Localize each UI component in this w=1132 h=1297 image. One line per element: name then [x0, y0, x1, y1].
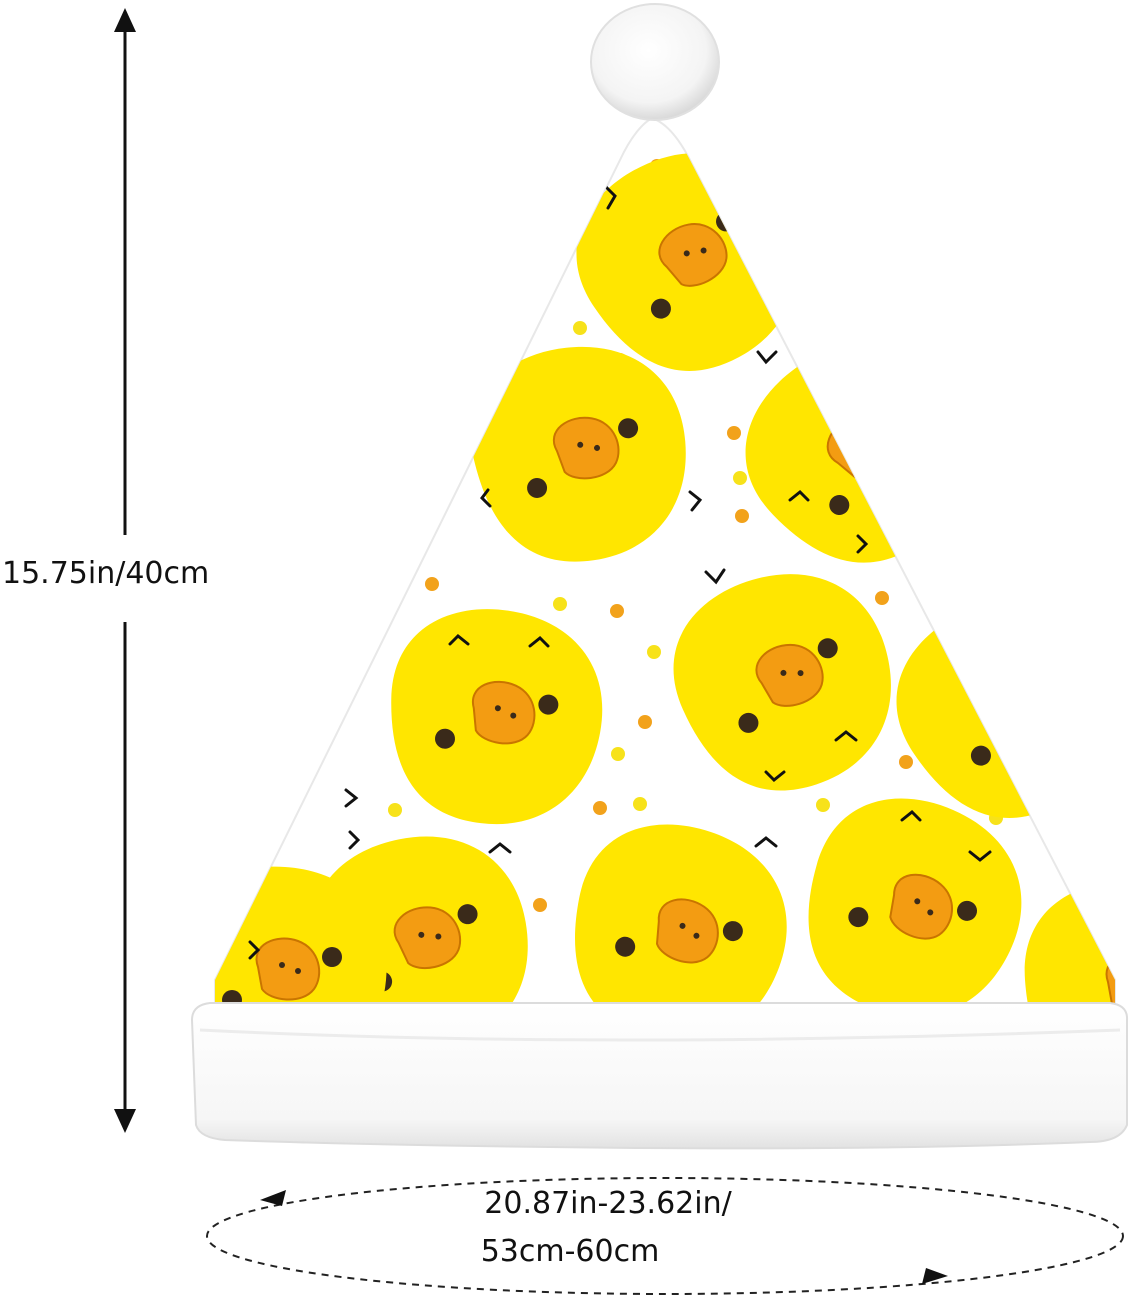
- chick-feet: [248, 184, 992, 1020]
- circumference-label-line1: 20.87in-23.62in/: [484, 1186, 732, 1221]
- hat-brim: [190, 1002, 1129, 1150]
- circumference-indicator: [206, 1177, 1124, 1295]
- height-arrow: [114, 8, 136, 1133]
- hat-cone: [214, 116, 1116, 1041]
- circumference-label-line2: 53cm-60cm: [480, 1234, 660, 1269]
- hat-pompom: [590, 3, 720, 121]
- height-label: 15.75in/40cm: [2, 556, 210, 591]
